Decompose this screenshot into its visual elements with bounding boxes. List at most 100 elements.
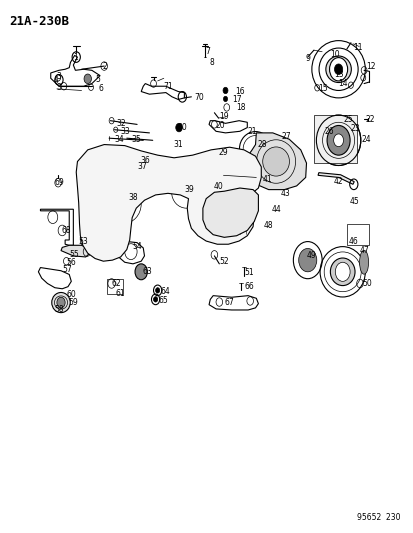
Text: 56: 56 bbox=[66, 258, 76, 266]
Circle shape bbox=[135, 264, 147, 280]
Circle shape bbox=[223, 87, 228, 94]
Circle shape bbox=[329, 58, 347, 81]
Ellipse shape bbox=[330, 258, 354, 286]
Text: 65: 65 bbox=[158, 296, 168, 305]
Text: 54: 54 bbox=[132, 242, 142, 251]
Text: 38: 38 bbox=[128, 193, 138, 202]
Circle shape bbox=[333, 134, 343, 147]
Text: 40: 40 bbox=[213, 182, 222, 191]
Text: 61: 61 bbox=[115, 288, 125, 297]
Circle shape bbox=[155, 288, 159, 293]
Text: 6: 6 bbox=[98, 84, 103, 93]
Text: 57: 57 bbox=[62, 265, 72, 273]
Text: 12: 12 bbox=[366, 62, 375, 70]
Text: 50: 50 bbox=[361, 279, 371, 288]
Text: 3: 3 bbox=[57, 72, 62, 81]
Text: 49: 49 bbox=[306, 252, 316, 261]
Text: 5: 5 bbox=[95, 75, 100, 84]
Text: 11: 11 bbox=[352, 43, 362, 52]
Text: 28: 28 bbox=[256, 140, 266, 149]
Circle shape bbox=[223, 96, 227, 102]
Text: 44: 44 bbox=[271, 205, 281, 214]
Text: 27: 27 bbox=[281, 132, 291, 141]
Text: 42: 42 bbox=[333, 177, 342, 186]
Text: 16: 16 bbox=[235, 87, 244, 96]
Text: 33: 33 bbox=[120, 127, 130, 136]
Text: 52: 52 bbox=[219, 257, 228, 265]
Text: 24: 24 bbox=[360, 135, 370, 144]
Text: 95652  230: 95652 230 bbox=[356, 513, 399, 522]
Text: 36: 36 bbox=[140, 156, 150, 165]
Text: 45: 45 bbox=[349, 197, 359, 206]
Text: 1: 1 bbox=[73, 53, 78, 62]
Text: 19: 19 bbox=[219, 112, 228, 122]
Circle shape bbox=[176, 123, 182, 132]
Bar bbox=[346, 224, 368, 245]
Text: 68: 68 bbox=[61, 226, 71, 235]
Ellipse shape bbox=[325, 56, 351, 83]
Text: 26: 26 bbox=[323, 127, 333, 136]
Text: 31: 31 bbox=[173, 140, 183, 149]
Circle shape bbox=[84, 74, 91, 84]
Text: 41: 41 bbox=[262, 174, 271, 183]
Text: 17: 17 bbox=[232, 95, 242, 104]
Text: 9: 9 bbox=[305, 54, 310, 63]
Text: 66: 66 bbox=[244, 282, 254, 291]
Ellipse shape bbox=[52, 293, 70, 313]
Bar bbox=[107, 279, 123, 294]
Circle shape bbox=[335, 262, 349, 281]
Text: 10: 10 bbox=[330, 50, 339, 59]
Text: 62: 62 bbox=[112, 279, 121, 288]
Text: 47: 47 bbox=[358, 246, 368, 255]
Text: 64: 64 bbox=[161, 287, 170, 296]
Text: 53: 53 bbox=[78, 237, 88, 246]
Text: 14: 14 bbox=[338, 79, 347, 88]
Text: 32: 32 bbox=[116, 119, 126, 128]
Text: 34: 34 bbox=[114, 135, 124, 144]
Text: 13: 13 bbox=[334, 70, 343, 79]
Text: 43: 43 bbox=[280, 189, 290, 198]
Circle shape bbox=[334, 64, 342, 75]
Text: 20: 20 bbox=[215, 122, 224, 131]
Text: 67: 67 bbox=[224, 298, 233, 307]
Circle shape bbox=[326, 125, 349, 155]
Text: 70: 70 bbox=[193, 93, 203, 102]
Circle shape bbox=[134, 163, 139, 169]
Text: 23: 23 bbox=[349, 124, 359, 133]
Text: 69: 69 bbox=[55, 178, 64, 187]
Circle shape bbox=[153, 297, 157, 302]
Text: 29: 29 bbox=[218, 148, 228, 157]
Text: 7: 7 bbox=[204, 47, 209, 56]
Text: 37: 37 bbox=[137, 163, 147, 171]
Text: 21: 21 bbox=[247, 127, 256, 136]
Text: 4: 4 bbox=[54, 76, 59, 85]
Text: 15: 15 bbox=[317, 84, 327, 93]
Text: 3: 3 bbox=[57, 83, 62, 92]
Text: 48: 48 bbox=[263, 221, 273, 230]
Circle shape bbox=[298, 248, 316, 272]
Text: 35: 35 bbox=[131, 135, 140, 144]
Text: 21A-230B: 21A-230B bbox=[9, 14, 69, 28]
Text: 22: 22 bbox=[364, 115, 374, 124]
Polygon shape bbox=[317, 173, 354, 184]
Circle shape bbox=[57, 297, 65, 308]
Text: 2: 2 bbox=[102, 62, 107, 70]
Text: 39: 39 bbox=[184, 185, 194, 194]
Polygon shape bbox=[244, 133, 306, 190]
Text: 55: 55 bbox=[69, 251, 79, 260]
Text: 60: 60 bbox=[66, 289, 76, 298]
Circle shape bbox=[333, 134, 343, 147]
Text: 25: 25 bbox=[343, 115, 352, 124]
Text: 58: 58 bbox=[54, 305, 64, 314]
Text: 8: 8 bbox=[209, 58, 213, 67]
Bar bbox=[313, 115, 356, 163]
Ellipse shape bbox=[110, 191, 135, 216]
Ellipse shape bbox=[359, 251, 368, 274]
Text: 51: 51 bbox=[244, 268, 254, 277]
Ellipse shape bbox=[262, 147, 289, 176]
Polygon shape bbox=[76, 144, 261, 261]
Circle shape bbox=[326, 125, 349, 155]
Text: 63: 63 bbox=[142, 268, 152, 276]
Text: 18: 18 bbox=[236, 103, 245, 112]
Text: 30: 30 bbox=[177, 123, 187, 132]
